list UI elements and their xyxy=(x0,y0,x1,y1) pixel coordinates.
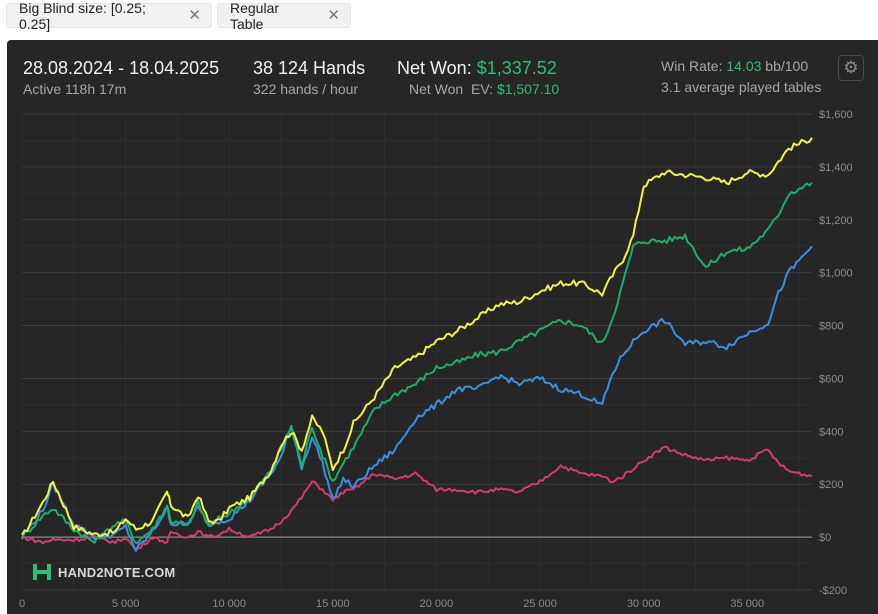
x-tick-label: 20 000 xyxy=(420,598,454,610)
gear-icon[interactable]: ⚙ xyxy=(838,55,864,81)
date-range: 28.08.2024 - 18.04.2025 xyxy=(23,58,220,78)
graph-panel: 28.08.2024 - 18.04.2025 Active 118h 17m … xyxy=(7,40,878,614)
y-tick-label: $200 xyxy=(819,479,843,491)
y-tick-label: -$200 xyxy=(819,585,847,597)
y-tick-label: $600 xyxy=(819,373,843,385)
y-tick-label: $1,000 xyxy=(819,268,853,280)
net-won-chart: -$200 $0 $200 $400 $600 $800 $1,000 $1,200 $1,40… xyxy=(19,109,853,610)
win-rate-unit: bb/100 xyxy=(765,58,809,74)
filter-chip-regular-table[interactable]: Regular Table ✕ xyxy=(217,0,351,32)
win-rate: Win Rate: 14.03 bb/100 xyxy=(661,58,808,74)
x-tick-label: 0 xyxy=(19,598,25,610)
net-won-ev: Net Won EV: $1,507.10 xyxy=(409,81,559,97)
hand2note-logo: HAND2NOTE.COM xyxy=(32,562,175,582)
win-rate-value: 14.03 xyxy=(726,58,762,74)
net-won-ev-value: $1,507.10 xyxy=(496,81,560,97)
y-tick-label: $800 xyxy=(819,321,843,333)
net-won-ev-label: Net Won EV: xyxy=(409,81,494,97)
hands-per-hour: 322 hands / hour xyxy=(253,81,359,97)
hands-count: 38 124 Hands xyxy=(253,58,366,78)
y-tick-label: $1,200 xyxy=(819,215,853,227)
x-tick-label: 5 000 xyxy=(112,598,140,610)
filter-chip-label: Big Blind size: [0.25; 0.25] xyxy=(19,0,146,32)
x-tick-label: 25 000 xyxy=(523,598,557,610)
x-tick-label: 30 000 xyxy=(627,598,661,610)
series-line-0 xyxy=(21,137,813,538)
win-rate-label: Win Rate: xyxy=(661,58,723,74)
series-line-3 xyxy=(21,445,813,552)
net-won: Net Won: $1,337.52 xyxy=(397,58,557,79)
active-time: Active 118h 17m xyxy=(23,81,127,97)
avg-tables: 3.1 average played tables xyxy=(661,79,822,95)
net-won-value: $1,337.52 xyxy=(476,58,557,78)
logo-icon xyxy=(32,562,52,582)
y-tick-label: $400 xyxy=(819,426,843,438)
filter-chip-big-blind[interactable]: Big Blind size: [0.25; 0.25] ✕ xyxy=(6,0,212,32)
logo-text: HAND2NOTE.COM xyxy=(58,564,176,580)
close-icon[interactable]: ✕ xyxy=(188,7,201,24)
y-tick-label: $1,400 xyxy=(819,162,853,174)
series-line-2 xyxy=(21,245,813,552)
y-tick-label: $0 xyxy=(819,532,831,544)
x-tick-label: 35 000 xyxy=(730,598,764,610)
series-line-1 xyxy=(21,182,813,544)
net-won-label: Net Won: xyxy=(397,58,472,78)
close-icon[interactable]: ✕ xyxy=(327,7,340,24)
filter-bar: Big Blind size: [0.25; 0.25] ✕ Regular T… xyxy=(0,0,878,40)
y-tick-label: $1,600 xyxy=(819,109,853,121)
x-tick-label: 15 000 xyxy=(316,598,350,610)
filter-chip-label: Regular Table xyxy=(230,0,280,32)
x-tick-label: 10 000 xyxy=(212,598,246,610)
